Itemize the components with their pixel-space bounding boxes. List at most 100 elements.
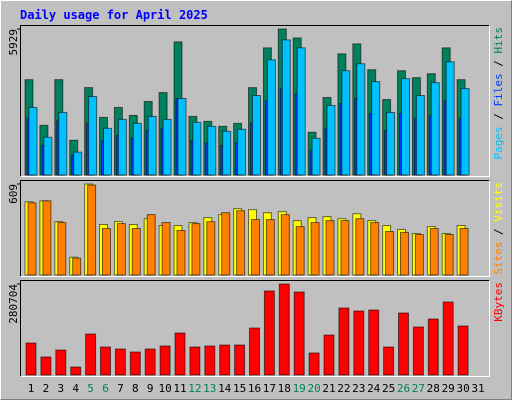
bar: [103, 127, 112, 176]
bar: [237, 128, 247, 176]
bar: [266, 59, 276, 176]
bar: [338, 307, 350, 376]
bar: [236, 210, 246, 276]
bar: [278, 283, 290, 376]
x-tick-label: 20: [307, 382, 320, 395]
bar: [341, 70, 351, 176]
x-tick-label: 12: [188, 382, 201, 395]
bar: [55, 349, 67, 376]
bar: [457, 325, 469, 376]
bar: [368, 309, 380, 376]
x-tick-label: 10: [158, 382, 171, 395]
bar: [221, 212, 231, 276]
legend-entry: Files: [492, 73, 505, 106]
x-tick-label: 15: [233, 382, 246, 395]
legend-entry: Hits: [492, 27, 505, 54]
bar: [204, 345, 216, 376]
bar: [146, 214, 156, 276]
legend-entry: Sites: [492, 242, 505, 275]
plot-border-dark: [20, 25, 490, 177]
x-tick-label: 26: [397, 382, 410, 395]
bar: [429, 228, 439, 276]
x-tick-label: 19: [293, 382, 306, 395]
bar: [281, 39, 291, 176]
plot-border-dark: [20, 180, 490, 277]
bar: [293, 291, 305, 376]
bar: [129, 351, 141, 376]
bar: [27, 202, 37, 276]
bar: [100, 346, 111, 376]
x-tick-label: 16: [248, 382, 261, 395]
legend: KBytes: [492, 282, 505, 322]
bar: [28, 106, 38, 176]
bar: [401, 78, 410, 176]
x-tick-label: 4: [72, 382, 79, 395]
bar: [58, 111, 68, 176]
bar: [114, 348, 126, 376]
bar: [308, 352, 320, 376]
bar: [25, 342, 37, 376]
bar: [249, 327, 260, 376]
x-tick-label: 25: [382, 382, 395, 395]
bar: [73, 151, 83, 176]
bar: [85, 333, 97, 376]
bar: [174, 332, 186, 376]
bar: [252, 95, 261, 176]
bar: [280, 214, 290, 276]
x-tick-label: 31: [471, 382, 484, 395]
bar: [116, 223, 126, 276]
bar: [310, 222, 320, 276]
x-tick-label: 22: [337, 382, 350, 395]
bar: [132, 122, 142, 176]
bar: [102, 228, 111, 276]
bar: [430, 82, 440, 176]
bar: [383, 346, 395, 376]
plot-border-light: [20, 180, 490, 277]
bar: [296, 47, 306, 176]
bar: [412, 326, 424, 376]
bar: [400, 231, 409, 276]
legend-entry: Pages: [492, 126, 505, 159]
bar: [57, 222, 67, 276]
x-tick-label: 23: [352, 382, 365, 395]
x-tick-label: 7: [117, 382, 124, 395]
bar: [117, 118, 127, 176]
x-tick-label: 11: [173, 382, 186, 395]
bar: [263, 290, 275, 376]
chart-title: Daily usage for April 2025: [20, 8, 208, 22]
bar: [206, 221, 216, 276]
bar: [191, 223, 201, 276]
x-tick-label: 21: [322, 382, 335, 395]
bar: [42, 200, 52, 276]
y-tick-label: 280704: [7, 284, 20, 324]
legend-separator: /: [492, 222, 505, 242]
x-tick-label: 30: [456, 382, 469, 395]
plot-border-dark: [20, 280, 490, 377]
bar: [251, 219, 260, 276]
legend-entry: Visits: [492, 182, 505, 222]
x-tick-label: 8: [132, 382, 139, 395]
bar: [444, 234, 454, 276]
x-tick-label: 13: [203, 382, 216, 395]
x-tick-label: 29: [442, 382, 455, 395]
bar: [234, 344, 246, 376]
legend: Pages / Files / Hits: [492, 27, 505, 160]
x-tick-label: 9: [147, 382, 154, 395]
bar: [161, 222, 171, 276]
bar: [177, 98, 187, 176]
x-tick-label: 2: [43, 382, 50, 395]
x-tick-label: 18: [278, 382, 291, 395]
x-tick-label: 17: [263, 382, 276, 395]
bar: [219, 344, 231, 376]
bar: [415, 95, 425, 176]
x-tick-label: 5: [87, 382, 94, 395]
bar: [265, 219, 275, 276]
bar: [40, 356, 52, 376]
bar: [370, 222, 380, 276]
bar: [340, 220, 350, 276]
legend-separator: /: [492, 107, 505, 127]
bar: [414, 234, 424, 276]
bar: [386, 111, 396, 176]
y-tick-label: 609: [7, 184, 20, 204]
